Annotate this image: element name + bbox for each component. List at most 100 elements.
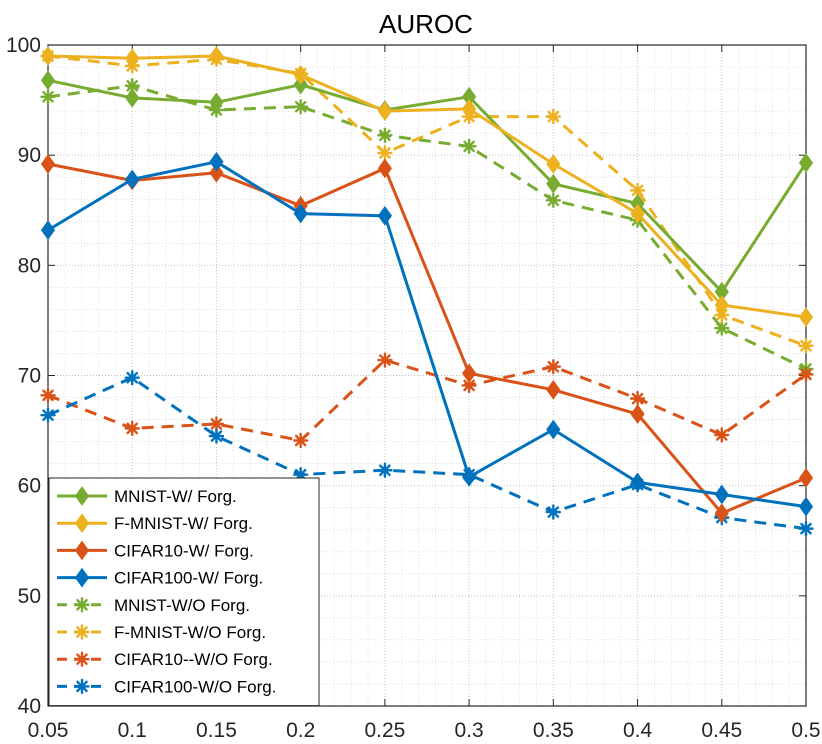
series-f-mnist-w-forg — [40, 46, 814, 327]
data-point-cifar100-w-forg — [209, 151, 224, 172]
data-point-cifar100-w-forg — [377, 205, 392, 226]
legend-entry-mnist-w-forg: MNIST-W/ Forg. — [57, 486, 237, 506]
x-tick-label: 0.15 — [196, 719, 237, 742]
legend-entry-cifar100-w-forg: CIFAR100-W/ Forg. — [57, 567, 263, 588]
y-tick-label: 50 — [18, 585, 41, 608]
x-tick-label: 0.2 — [286, 719, 315, 742]
data-point-cifar100-w-o-forg — [545, 504, 562, 520]
data-point-f-mnist-w-forg — [714, 295, 729, 315]
asterisk-stroke — [294, 100, 307, 113]
legend-label-f-mnist-w-forg: F-MNIST-W/ Forg. — [114, 514, 253, 533]
series-cifar100-w-forg — [40, 151, 814, 517]
series-line-cifar100-w-o-forg — [47, 376, 807, 531]
data-point-cifar10-w-forg — [377, 158, 392, 179]
legend-entry-mnist-w-o-forg: MNIST-W/O Forg. — [57, 596, 250, 615]
data-point-mnist-w-forg — [209, 92, 224, 113]
series-line-cifar100-w-forg — [47, 160, 807, 509]
data-point-mnist-w-o-forg — [714, 320, 730, 336]
x-tick-label: 0.5 — [791, 719, 820, 742]
legend-marker-cifar100-w-o-forg — [74, 678, 90, 695]
data-point-cifar100-w-o-forg — [798, 520, 814, 537]
asterisk-stroke — [631, 184, 644, 197]
x-tick-label: 0.3 — [455, 719, 484, 742]
data-point-f-mnist-w-o-forg — [798, 338, 814, 354]
data-point-cifar100-w-o-forg — [208, 428, 225, 444]
asterisk-stroke — [800, 339, 812, 352]
data-point-cifar10-w-forg — [630, 404, 645, 424]
data-point-mnist-w-o-forg — [545, 192, 562, 209]
asterisk-stroke — [76, 599, 88, 611]
legend-label-mnist-w-forg: MNIST-W/ Forg. — [114, 487, 237, 506]
legend-label-cifar10-w-forg: CIFAR10-W/ Forg. — [114, 541, 254, 560]
legend-marker-f-mnist-w-o-forg — [74, 624, 90, 640]
asterisk-stroke — [800, 368, 812, 381]
asterisk-stroke — [294, 434, 307, 447]
asterisk-stroke — [126, 79, 139, 92]
data-point-f-mnist-w-forg — [293, 64, 308, 85]
series-line-cifar10-w-o-forg — [47, 358, 807, 442]
data-point-cifar10-w-o-forg — [377, 352, 393, 368]
y-tick-label: 40 — [18, 695, 41, 718]
y-tick-label: 100 — [6, 34, 41, 57]
legend-label-cifar100-w-forg: CIFAR100-W/ Forg. — [114, 569, 263, 588]
data-point-mnist-w-forg — [125, 88, 140, 108]
asterisk-stroke — [715, 429, 728, 441]
asterisk-stroke — [547, 194, 560, 207]
series-cifar10-w-o-forg — [40, 352, 814, 449]
data-point-f-mnist-w-forg — [209, 46, 224, 66]
legend-entry-f-mnist-w-forg: F-MNIST-W/ Forg. — [57, 513, 253, 533]
series-mnist-w-forg — [40, 70, 814, 302]
legend-entry-cifar100-w-o-forg: CIFAR100-W/O Forg. — [57, 677, 276, 696]
data-point-cifar10-w-o-forg — [545, 358, 562, 375]
data-point-f-mnist-w-o-forg — [629, 182, 646, 199]
data-point-cifar10-w-forg — [798, 468, 814, 488]
data-point-f-mnist-w-forg — [377, 101, 392, 121]
data-point-cifar10-w-forg — [462, 363, 477, 384]
data-point-cifar100-w-o-forg — [124, 370, 140, 386]
legend-marker-cifar10-w-forg — [74, 540, 90, 561]
data-point-cifar100-w-o-forg — [40, 407, 56, 423]
data-point-f-mnist-w-forg — [798, 307, 814, 327]
legend-marker-mnist-w-o-forg — [74, 597, 90, 613]
data-point-mnist-w-forg — [40, 70, 56, 91]
y-tick-label: 70 — [18, 365, 41, 388]
data-point-cifar10-w-o-forg — [208, 416, 225, 432]
asterisk-stroke — [463, 140, 475, 153]
data-point-mnist-w-forg — [546, 173, 561, 194]
data-point-cifar100-w-forg — [40, 220, 56, 240]
data-point-cifar100-w-forg — [546, 419, 561, 440]
data-point-cifar10-w-forg — [209, 162, 224, 183]
asterisk-stroke — [76, 653, 88, 665]
data-point-f-mnist-w-o-forg — [545, 108, 562, 125]
y-tick-label: 90 — [18, 144, 41, 167]
legend-label-mnist-w-o-forg: MNIST-W/O Forg. — [114, 596, 250, 615]
series-line-mnist-w-o-forg — [47, 84, 807, 371]
series-line-cifar10-w-forg — [47, 162, 807, 515]
data-point-cifar100-w-forg — [293, 203, 308, 224]
data-point-f-mnist-w-forg — [546, 154, 561, 174]
legend: MNIST-W/ Forg. F-MNIST-W/ Forg. CIFAR10-W/… — [48, 477, 320, 707]
asterisk-stroke — [126, 371, 139, 384]
axis-ticks: 0.05 0.1 0.15 0.2 0.25 0.3 0.35 0.4 0.45 0.5 40 50 6… — [6, 34, 821, 742]
x-tick-label: 0.25 — [364, 719, 405, 742]
x-tick-label: 0.45 — [701, 719, 742, 742]
asterisk-stroke — [42, 409, 54, 421]
data-point-cifar10-w-o-forg — [292, 432, 309, 449]
series-line-f-mnist-w-forg — [47, 54, 807, 319]
asterisk-stroke — [715, 309, 728, 321]
asterisk-stroke — [210, 418, 223, 430]
asterisk-stroke — [379, 464, 391, 477]
data-point-cifar100-w-forg — [462, 466, 477, 487]
asterisk-stroke — [76, 626, 88, 638]
x-tick-label: 0.05 — [28, 719, 69, 742]
asterisk-stroke — [800, 522, 812, 535]
data-point-f-mnist-w-o-forg — [377, 145, 393, 161]
data-point-mnist-w-forg — [798, 153, 814, 173]
data-point-mnist-w-o-forg — [292, 98, 309, 115]
legend-label-cifar10-w-o-forg: CIFAR10--W/O Forg. — [114, 650, 273, 669]
asterisk-stroke — [126, 422, 139, 435]
data-point-f-mnist-w-forg — [462, 99, 477, 119]
asterisk-stroke — [379, 354, 391, 366]
data-point-mnist-w-forg — [293, 74, 308, 95]
